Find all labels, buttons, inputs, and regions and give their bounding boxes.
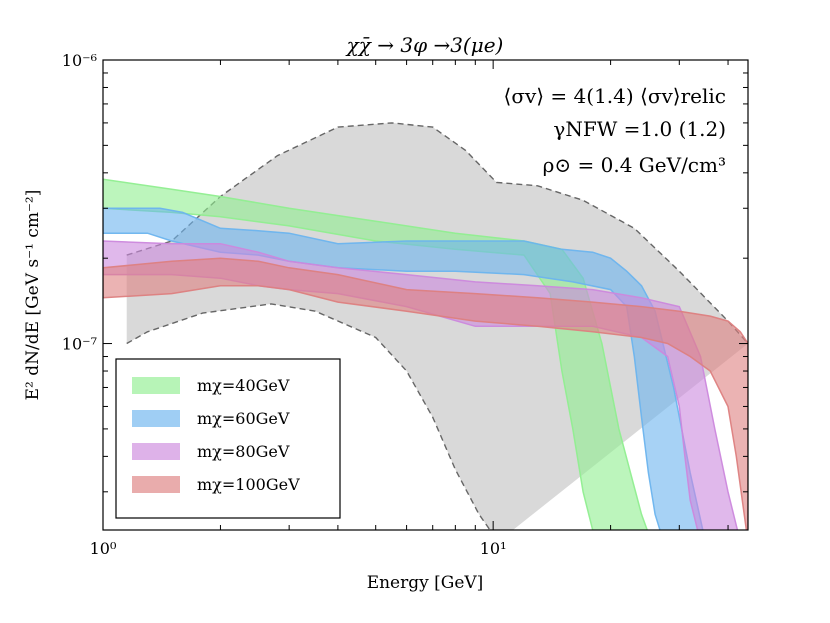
y-axis-label: E² dN/dE [GeV s⁻¹ cm⁻²] xyxy=(23,190,43,401)
ticks-layer: 10⁰ 10¹ 10⁻⁷ 10⁻⁶ xyxy=(62,51,748,558)
legend-label-4: mχ=100GeV xyxy=(197,475,300,494)
legend-label-2: mχ=60GeV xyxy=(197,409,290,428)
chart-title: χχ̄ → 3φ →3(μe) xyxy=(345,33,504,57)
legend-swatch-3 xyxy=(132,443,180,460)
legend-label-3: mχ=80GeV xyxy=(197,442,290,461)
y-tick-label: 10⁻⁶ xyxy=(62,51,97,70)
x-axis-label: Energy [GeV] xyxy=(367,573,484,593)
annotation-local-density: ρ⊙ = 0.4 GeV/cm³ xyxy=(543,153,726,177)
annotation-gamma-nfw: γNFW =1.0 (1.2) xyxy=(553,117,726,141)
bands-layer xyxy=(103,122,748,530)
x-tick-label: 10⁰ xyxy=(90,539,117,558)
legend: mχ=40GeV mχ=60GeV mχ=80GeV mχ=100GeV xyxy=(115,358,341,519)
legend-swatch-2 xyxy=(132,410,180,427)
observed-band-lower-edge xyxy=(126,303,491,530)
legend-swatch-4 xyxy=(132,476,180,493)
y-tick-label: 10⁻⁷ xyxy=(62,335,97,354)
band-series-1 xyxy=(103,178,648,530)
x-tick-label: 10¹ xyxy=(480,539,507,558)
legend-swatch-1 xyxy=(132,377,180,394)
observed-band-upper-edge xyxy=(126,122,748,344)
plot-frame xyxy=(102,59,749,531)
annotation-cross-section: ⟨σv⟩ = 4(1.4) ⟨σv⟩relic xyxy=(504,84,726,108)
legend-label-1: mχ=40GeV xyxy=(197,376,290,395)
band-series-4 xyxy=(103,257,748,530)
